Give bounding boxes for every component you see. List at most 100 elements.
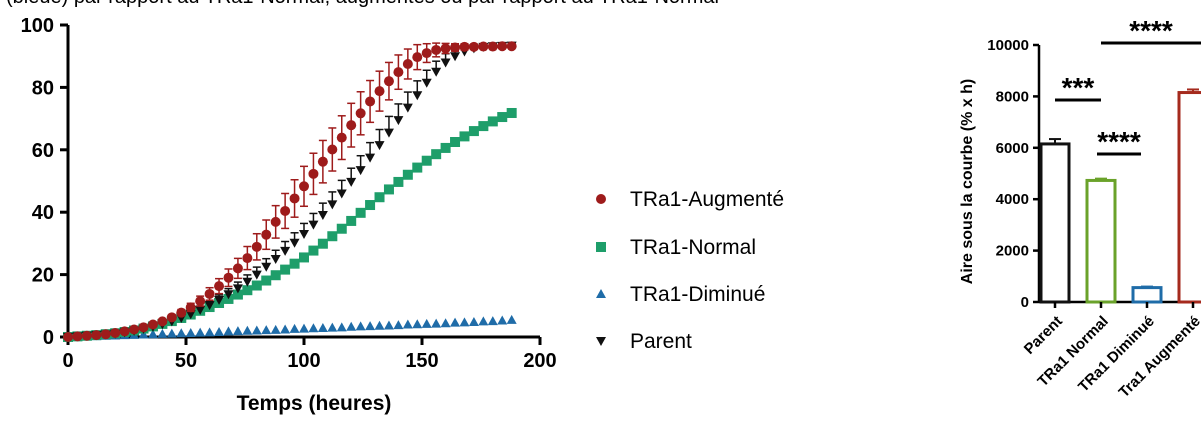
data-point	[261, 262, 272, 272]
auc-bar-chart: 0 2000 4000 6000 8000 10000 Aire sous la courb…	[959, 15, 1201, 401]
significance-stars: ****	[1129, 15, 1173, 46]
data-point	[317, 211, 328, 221]
significance-stars: ****	[1097, 126, 1141, 157]
data-point	[242, 325, 253, 335]
data-point	[308, 245, 319, 256]
data-point	[497, 112, 508, 123]
data-point	[223, 272, 234, 283]
data-point	[440, 318, 451, 328]
y-tick-label: 80	[32, 77, 54, 99]
data-point	[393, 116, 404, 126]
data-point	[261, 325, 272, 335]
data-point	[383, 320, 394, 330]
data-point	[327, 144, 338, 155]
data-point	[251, 325, 262, 335]
data-point	[204, 288, 215, 299]
data-point	[317, 238, 328, 249]
data-point	[204, 301, 215, 311]
data-point	[129, 324, 140, 335]
significance-bracket: ***	[1055, 72, 1101, 103]
data-point	[119, 326, 130, 337]
series-parent	[63, 41, 517, 342]
data-point	[242, 285, 253, 296]
data-point	[251, 280, 262, 291]
data-point	[450, 52, 461, 62]
significance-bracket: ****	[1097, 126, 1141, 157]
data-point	[261, 275, 272, 286]
data-point	[487, 41, 498, 52]
data-point	[393, 67, 404, 78]
y-tick-label: 100	[21, 15, 54, 37]
bar	[1085, 178, 1117, 304]
data-point	[232, 263, 243, 274]
legend-marker	[596, 242, 606, 252]
data-point	[478, 41, 489, 52]
data-point	[346, 177, 357, 187]
data-point	[317, 156, 328, 167]
data-point	[91, 330, 102, 341]
data-point	[487, 116, 498, 127]
data-point	[450, 317, 461, 327]
legend-marker	[596, 289, 606, 298]
data-point	[431, 318, 442, 328]
data-point	[336, 322, 347, 332]
data-point	[214, 327, 225, 337]
data-point	[308, 220, 319, 230]
significance-stars: ***	[1062, 72, 1095, 103]
data-point	[327, 322, 338, 332]
data-point	[365, 153, 376, 163]
data-point	[459, 41, 470, 52]
data-point	[280, 324, 291, 334]
legend-item: TRa1-Augmenté	[596, 188, 784, 211]
y-tick-label: 4000	[996, 191, 1029, 208]
legend-marker	[596, 337, 606, 346]
data-point	[468, 41, 479, 52]
data-point	[289, 258, 300, 269]
data-point	[327, 200, 338, 210]
data-point	[157, 316, 168, 327]
y-tick-label: 10000	[987, 37, 1029, 54]
data-point	[440, 142, 451, 153]
data-point	[440, 43, 451, 54]
data-point	[195, 327, 206, 337]
bar	[1131, 286, 1163, 304]
series-tra1-augment-	[63, 41, 517, 342]
data-point	[412, 91, 423, 101]
data-point	[195, 305, 206, 315]
data-point	[166, 312, 177, 323]
y-tick-label: 8000	[996, 88, 1029, 105]
data-point	[251, 270, 262, 280]
data-point	[374, 141, 385, 151]
legend-marker	[596, 194, 606, 204]
data-point	[185, 327, 196, 337]
data-point	[336, 189, 347, 199]
data-point	[289, 323, 300, 333]
data-point	[450, 137, 461, 147]
significance-bracket: ****	[1101, 15, 1201, 46]
data-point	[402, 319, 413, 329]
data-point	[383, 184, 394, 195]
data-point	[185, 302, 196, 313]
growth-curve-legend: TRa1-Augmenté TRa1-Normal TRa1-Diminué Pare…	[596, 188, 784, 353]
data-point	[299, 230, 309, 240]
legend-item: TRa1-Diminué	[596, 283, 765, 306]
data-point	[280, 246, 291, 256]
data-point	[355, 207, 366, 218]
data-point	[223, 326, 234, 336]
data-point	[506, 41, 517, 52]
data-point	[393, 176, 404, 187]
y-tick-label: 20	[32, 265, 54, 287]
data-point	[232, 284, 243, 294]
data-point	[412, 162, 423, 173]
data-point	[346, 321, 357, 331]
data-point	[431, 67, 442, 77]
x-tick-label: 150	[405, 350, 438, 372]
data-point	[497, 315, 508, 325]
data-point	[506, 314, 517, 324]
data-point	[308, 323, 319, 333]
data-point	[176, 328, 187, 338]
data-point	[251, 241, 262, 252]
data-point	[110, 327, 121, 338]
y-tick-label: 2000	[996, 243, 1029, 260]
